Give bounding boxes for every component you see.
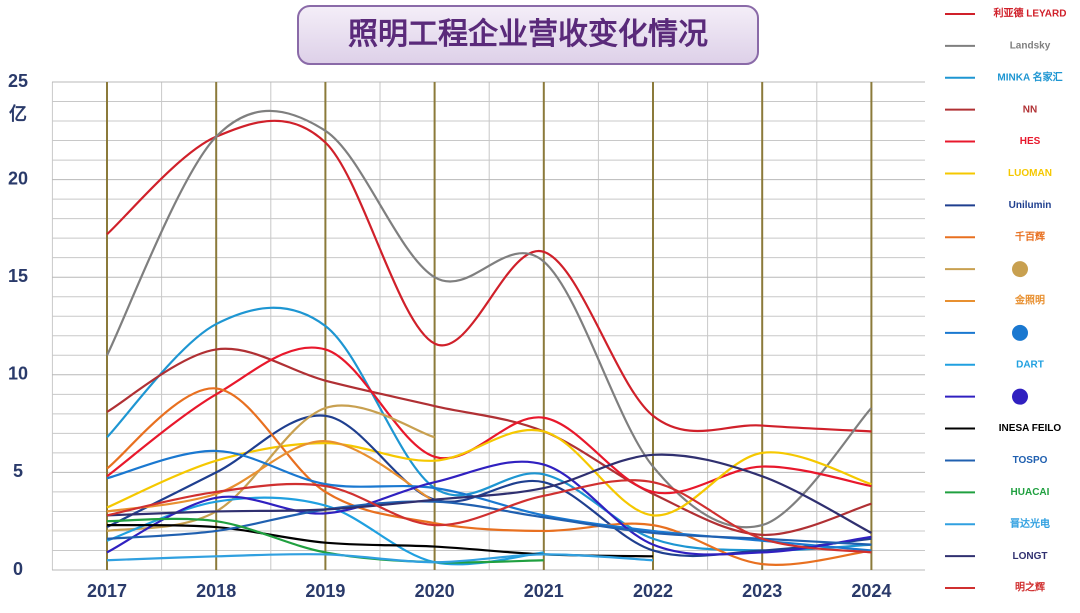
legend-label: MINKA 名家汇 <box>997 70 1062 83</box>
series-line <box>106 453 872 534</box>
y-tick-label: 5 <box>13 461 23 481</box>
y-unit: 亿 <box>9 103 27 124</box>
x-tick-label: 2018 <box>196 581 236 601</box>
series-line <box>106 440 436 513</box>
legend-label: HUACAI <box>1011 487 1050 498</box>
legend-logo <box>1012 324 1028 341</box>
legend-label: Landsky <box>1010 41 1051 52</box>
series-line <box>106 109 873 529</box>
title-box <box>297 5 759 65</box>
series-line <box>106 449 872 552</box>
y-tick-label: 10 <box>8 364 28 384</box>
legend-label: NN <box>1023 104 1037 115</box>
series-line <box>106 553 654 564</box>
legend-label: HES <box>1020 136 1041 147</box>
x-tick-label: 2022 <box>633 581 673 601</box>
y-tick-label: 15 <box>8 266 28 286</box>
legend-label: 利亚德 LEYARD <box>994 7 1067 20</box>
series-line <box>106 387 872 566</box>
legend-label: INESA FEILO <box>999 423 1062 434</box>
series-line <box>106 346 872 495</box>
y-tick-label: 0 <box>13 559 23 579</box>
legend-label: DART <box>1016 359 1044 370</box>
y-tick-label: 25 <box>8 71 28 91</box>
series-line <box>106 306 872 552</box>
legend-label: TOSPO <box>1013 455 1048 466</box>
legend-label: 明之辉 <box>1015 581 1045 594</box>
x-tick-label: 2019 <box>305 581 345 601</box>
x-tick-label: 2021 <box>524 581 564 601</box>
legend-logo <box>1012 388 1028 405</box>
series-line <box>106 428 872 517</box>
series-line <box>106 404 435 533</box>
x-tick-label: 2020 <box>415 581 455 601</box>
x-tick-label: 2017 <box>87 581 127 601</box>
x-tick-label: 2024 <box>851 581 891 601</box>
legend-label: 千百辉 <box>1015 230 1045 243</box>
legend-label: LUOMAN <box>1008 168 1052 179</box>
legend-logo <box>1012 261 1028 278</box>
legend-label: LONGT <box>1013 551 1048 562</box>
x-tick-label: 2023 <box>742 581 782 601</box>
legend-label: 金照明 <box>1014 294 1045 307</box>
series-line <box>106 460 872 556</box>
y-tick-label: 20 <box>8 168 28 188</box>
legend-label: Unilumin <box>1009 200 1052 211</box>
legend-label: 晋达光电 <box>1010 517 1050 530</box>
series-line <box>106 479 872 554</box>
series-line <box>106 500 872 546</box>
chart-title: 照明工程企业营收变化情况 <box>348 17 708 51</box>
series-line <box>106 517 544 564</box>
series-line <box>106 119 872 433</box>
